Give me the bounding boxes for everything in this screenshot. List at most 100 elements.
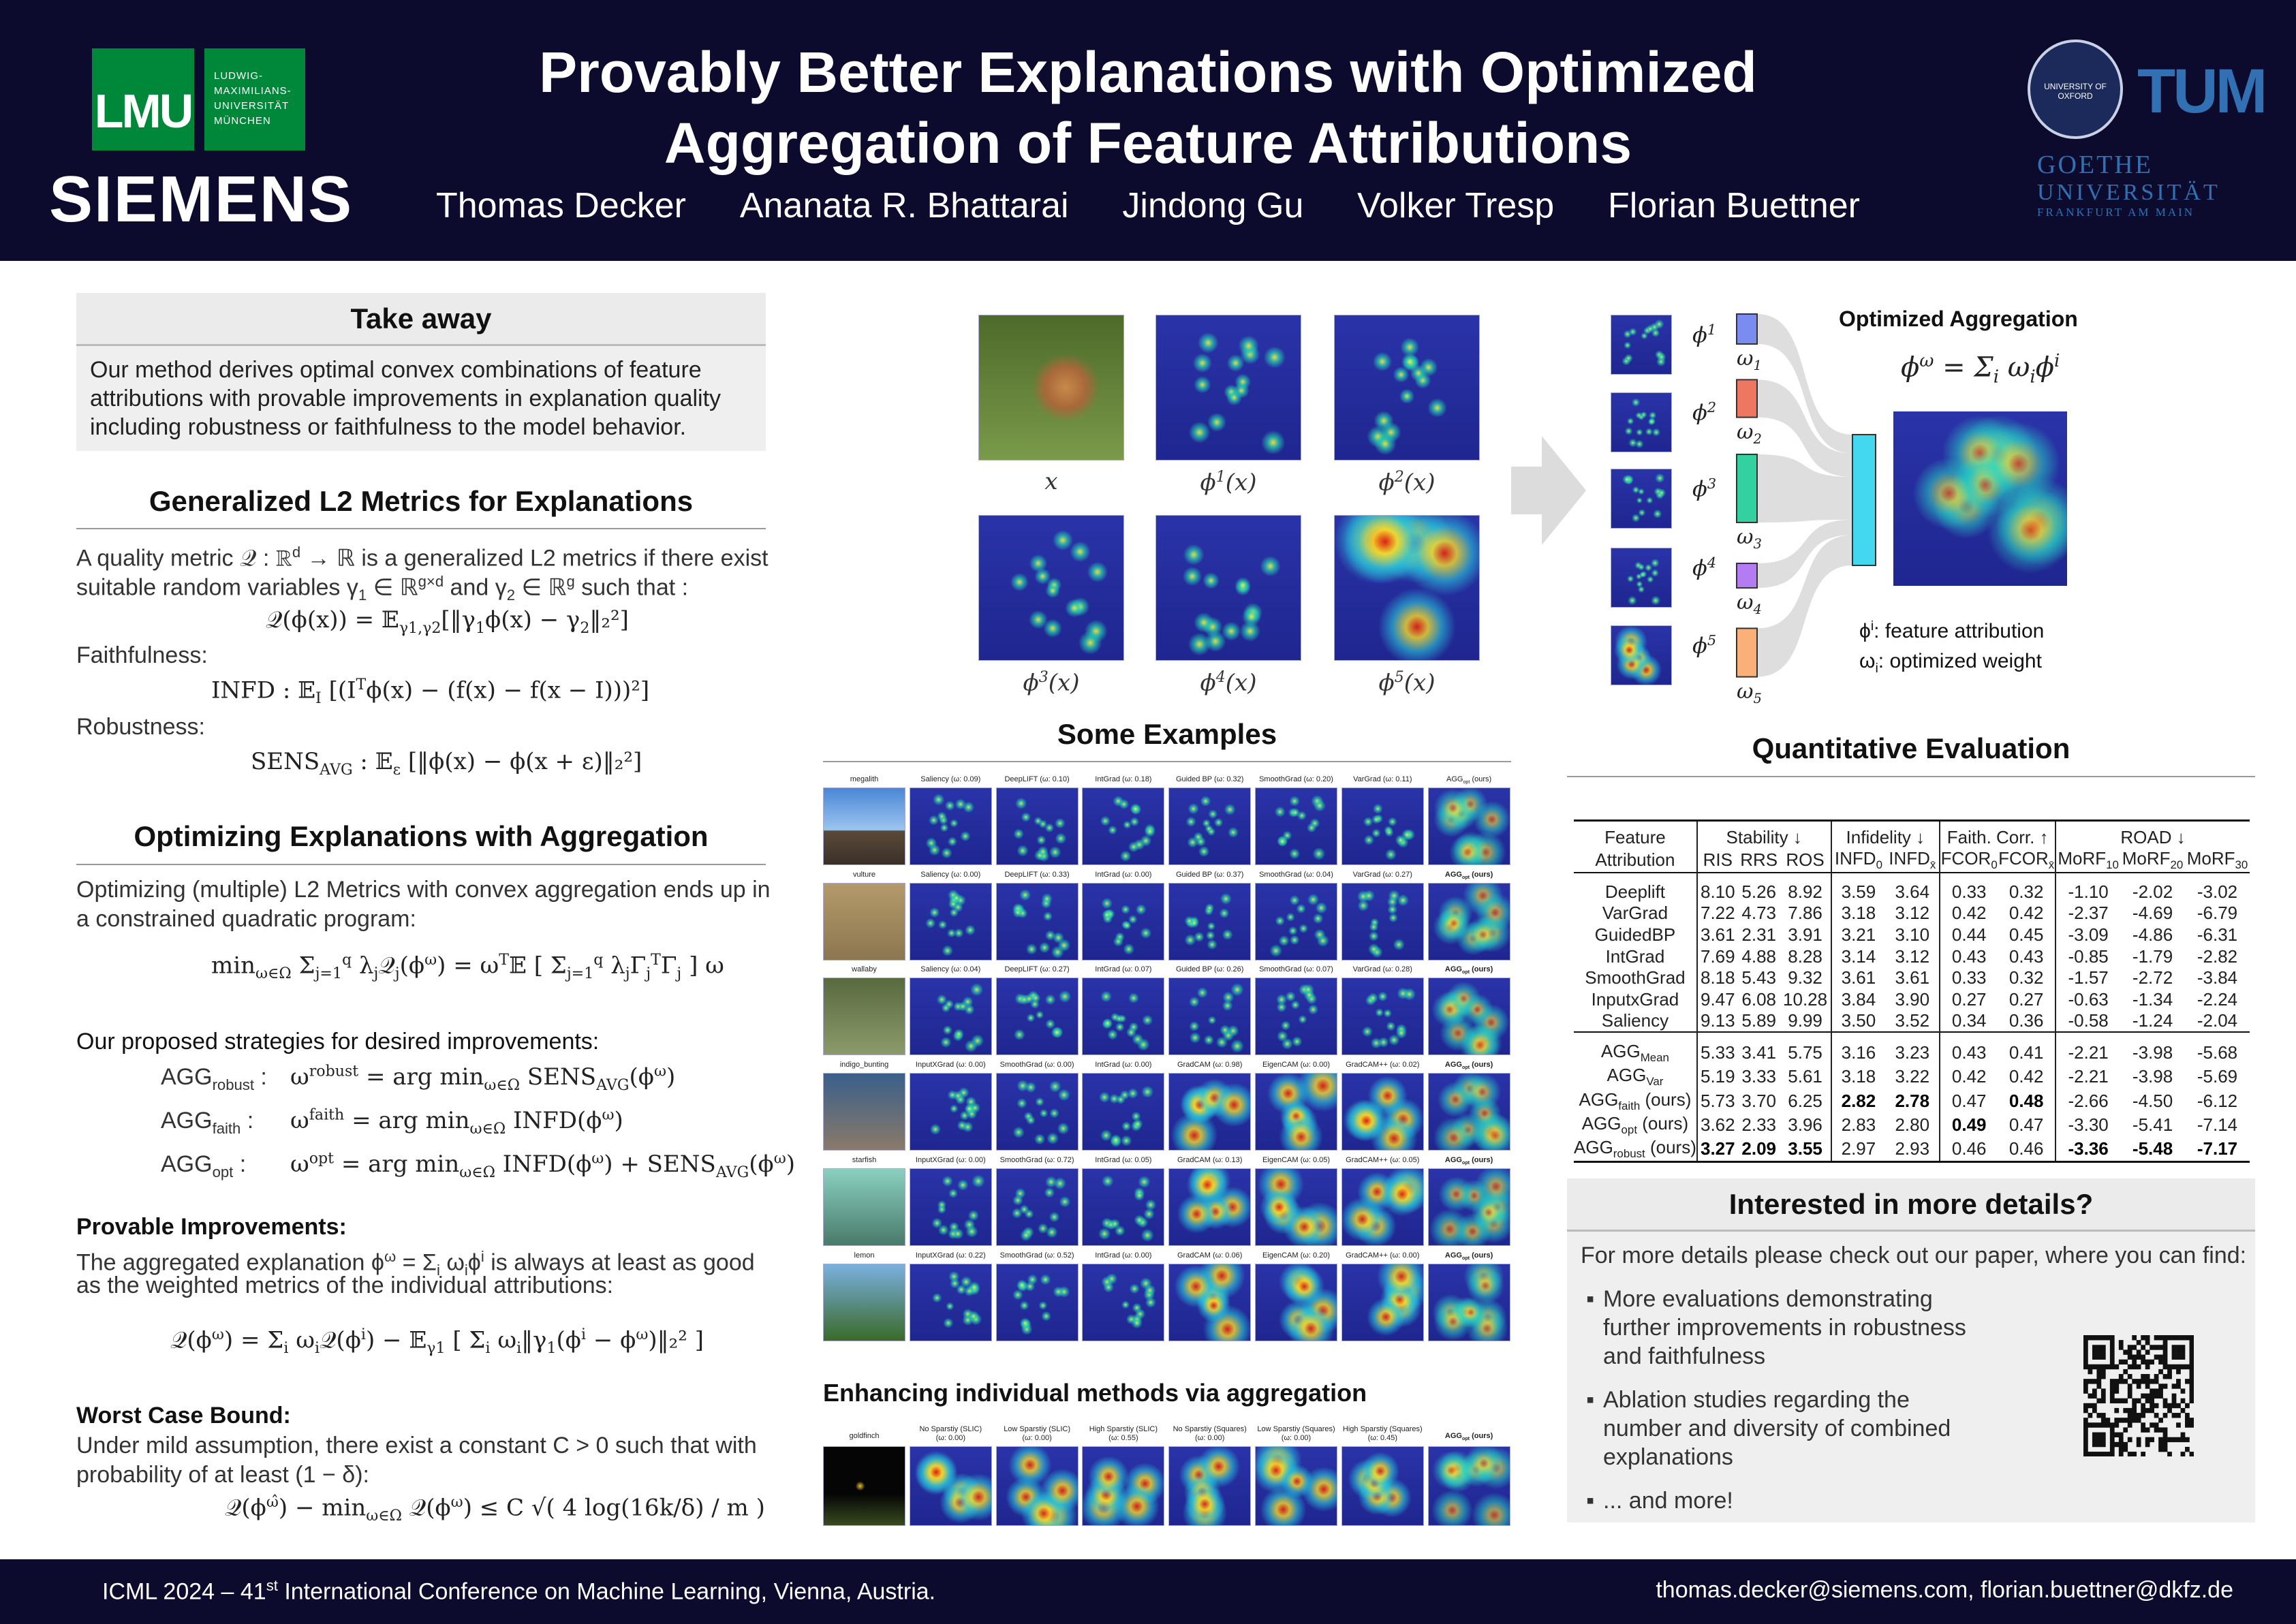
example-column-label: Saliency (ω: 0.09) bbox=[920, 775, 981, 783]
enhancing-column-label: (ω: 0.55) bbox=[1108, 1434, 1138, 1442]
author: Florian Buettner bbox=[1608, 186, 1860, 225]
table-cell: 0.27 bbox=[1939, 988, 1998, 1011]
column-header: Attribution bbox=[1595, 849, 1675, 871]
table-cell: 3.84 bbox=[1830, 988, 1886, 1011]
table-cell: -1.34 bbox=[2132, 988, 2173, 1010]
table-cell: 9.13 bbox=[1696, 1010, 1738, 1033]
table-cell: 2.83 bbox=[1830, 1112, 1886, 1137]
table-cell: 5.73 bbox=[1696, 1089, 1738, 1113]
enhancing-column-label: (ω: 0.45) bbox=[1367, 1434, 1398, 1442]
arrow-right-icon bbox=[1511, 436, 1586, 545]
table-cell: 7.86 bbox=[1788, 903, 1822, 924]
table-cell: -4.50 bbox=[2132, 1090, 2173, 1111]
author: Ananata R. Bhattarai bbox=[739, 186, 1069, 225]
example-column-label: IntGrad (ω: 0.18) bbox=[1095, 775, 1152, 783]
example-column-label: InputXGrad (ω: 0.22) bbox=[915, 1251, 986, 1260]
weight-bar bbox=[1736, 454, 1758, 523]
table-cell: -5.41 bbox=[2132, 1114, 2173, 1135]
omega-label: ω5 bbox=[1737, 679, 1762, 706]
bullet-text: Ablation studies regarding the number an… bbox=[1603, 1387, 1951, 1470]
example-image bbox=[1255, 1263, 1337, 1341]
example-column-label: InputXGrad (ω: 0.00) bbox=[915, 1061, 986, 1069]
table-cell: -4.69 bbox=[2132, 903, 2173, 924]
teaser-label: ϕ4(x) bbox=[1200, 668, 1257, 697]
provable-text: The aggregated explanation ϕω = Σi ωiϕi … bbox=[76, 1248, 755, 1279]
table-cell: 9.32 bbox=[1788, 967, 1822, 988]
provable-formula: 𝒬(ϕω) = Σi ωi𝒬(ϕi) − 𝔼γ1 [ Σi ωi‖γ1(ϕi −… bbox=[170, 1326, 704, 1358]
table-row: AGGVar 5.19 3.33 5.61 3.18 3.22 0.42 0.42 -2.21-… bbox=[1574, 1065, 2250, 1089]
table-cell: 2.97 bbox=[1830, 1136, 1886, 1162]
table-cell: 3.12 bbox=[1895, 946, 1930, 967]
enhancing-column-label: (ω: 0.00) bbox=[1194, 1434, 1225, 1442]
table-cell: 0.46 bbox=[1939, 1136, 1998, 1162]
example-column-label: indigo_bunting bbox=[839, 1061, 889, 1069]
table-row: VarGrad 7.22 4.73 7.86 3.18 3.12 0.42 0.42 -2.37… bbox=[1574, 903, 2250, 924]
omega-label: ω4 bbox=[1737, 591, 1762, 617]
table-cell: 0.43 bbox=[1939, 1031, 1998, 1065]
example-image bbox=[1082, 1263, 1165, 1341]
table-cell: 3.41 bbox=[1737, 1031, 1780, 1065]
table-cell: 4.88 bbox=[1741, 946, 1776, 967]
aggregation-formula: ϕω = Σi ωiϕi bbox=[1901, 351, 2060, 388]
table-cell: VarGrad bbox=[1602, 903, 1669, 924]
details-bullets: ▪ More evaluations demonstrating further … bbox=[1586, 1285, 1981, 1515]
examples-heading: Some Examples bbox=[1057, 718, 1277, 750]
strategy-name: AGGopt : bbox=[161, 1151, 247, 1181]
table-row: AGGMean 5.33 3.41 5.75 3.16 3.23 0.43 0.41 -2.21… bbox=[1574, 1031, 2250, 1065]
column-header: INFD0 bbox=[1830, 848, 1886, 873]
table-cell: 3.16 bbox=[1830, 1031, 1886, 1065]
table-cell: -1.10 bbox=[2055, 872, 2121, 903]
table-cell: 0.36 bbox=[2008, 1010, 2044, 1031]
author: Thomas Decker bbox=[436, 186, 686, 225]
bullet-text: ... and more! bbox=[1603, 1488, 1733, 1514]
attribution-thumbnail bbox=[1611, 625, 1672, 685]
table-cell: 2.80 bbox=[1895, 1114, 1930, 1135]
table-cell: 3.21 bbox=[1830, 924, 1886, 946]
worst-case-formula: 𝒬(ϕω̂) − minω∈Ω 𝒬(ϕω) ≤ C √( 4 log(16k/δ… bbox=[225, 1493, 765, 1525]
table-cell: -2.21 bbox=[2055, 1031, 2121, 1065]
bullet-icon: ▪ bbox=[1586, 1286, 1595, 1312]
table-row: AGGopt (ours) 3.62 2.33 3.96 2.83 2.80 0.49 0.4… bbox=[1574, 1112, 2250, 1137]
example-image bbox=[1427, 1263, 1510, 1341]
strategy-row: AGGopt : ωopt = arg minω∈Ω INFD(ϕω) + SEN… bbox=[161, 1150, 795, 1187]
table-cell: 8.92 bbox=[1780, 872, 1831, 903]
goethe-line: FRANKFURT AM MAIN bbox=[2037, 206, 2195, 219]
table-cell: -1.79 bbox=[2132, 946, 2173, 967]
table-cell: 0.47 bbox=[1939, 1089, 1998, 1113]
example-column-label: GradCAM (ω: 0.06) bbox=[1177, 1251, 1243, 1260]
example-column-label: DeepLIFT (ω: 0.10) bbox=[1004, 775, 1070, 783]
table-cell: 6.25 bbox=[1788, 1090, 1822, 1111]
teaser-label: ϕ5(x) bbox=[1378, 668, 1436, 697]
teaser-image bbox=[978, 515, 1124, 661]
lmu-name-line: MÜNCHEN bbox=[214, 115, 271, 127]
weight-bar bbox=[1736, 379, 1758, 418]
example-column-label: VarGrad (ω: 0.28) bbox=[1352, 965, 1412, 974]
provable-text: as the weighted metrics of the individua… bbox=[76, 1272, 614, 1298]
takeaway-title: Take away bbox=[76, 293, 766, 346]
table-cell: 0.46 bbox=[2008, 1138, 2044, 1159]
example-column-label: AGGopt (ours) bbox=[1444, 1061, 1493, 1071]
poster-header: LMU LUDWIG- MAXIMILIANS- UNIVERSITÄT MÜN… bbox=[0, 0, 2296, 261]
contact-emails[interactable]: thomas.decker@siemens.com, florian.buett… bbox=[1656, 1577, 2233, 1603]
example-image bbox=[1168, 1263, 1252, 1341]
example-image bbox=[1082, 1168, 1165, 1246]
enhancing-column-label: High Sparstiy (SLIC) bbox=[1089, 1425, 1158, 1433]
phi-label: ϕ5 bbox=[1692, 632, 1717, 659]
table-cell: -0.63 bbox=[2055, 988, 2121, 1011]
column-header: RRS bbox=[1740, 849, 1778, 871]
table-cell: 3.18 bbox=[1830, 1065, 1886, 1089]
weight-bar bbox=[1736, 627, 1758, 678]
example-image bbox=[1427, 1168, 1510, 1246]
table-cell: AGGfaith (ours) bbox=[1579, 1089, 1692, 1112]
table-cell: 3.27 bbox=[1696, 1136, 1738, 1162]
table-cell: 0.42 bbox=[1939, 903, 1998, 924]
table-cell: 0.45 bbox=[2008, 924, 2044, 946]
example-image bbox=[1341, 882, 1424, 961]
qr-code-icon[interactable] bbox=[2083, 1335, 2194, 1456]
example-column-label: EigenCAM (ω: 0.05) bbox=[1262, 1155, 1331, 1164]
oxford-seal-logo: UNIVERSITY OF OXFORD bbox=[2028, 40, 2123, 139]
example-image bbox=[909, 1263, 992, 1341]
column-group-header: Infidelity ↓ bbox=[1830, 820, 1940, 848]
optimizing-heading: Optimizing Explanations with Aggregation bbox=[134, 820, 709, 852]
table-cell: -2.72 bbox=[2132, 967, 2173, 988]
